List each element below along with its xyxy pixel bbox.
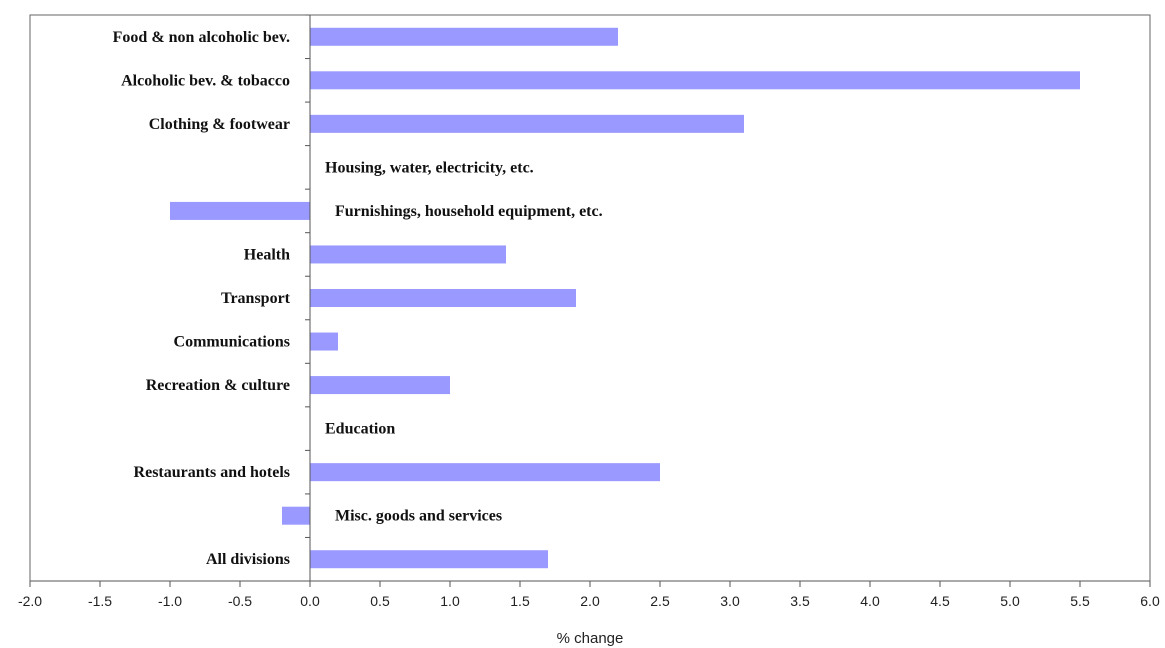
category-label: Furnishings, household equipment, etc.	[335, 203, 603, 220]
category-label: Food & non alcoholic bev.	[113, 29, 290, 46]
category-label: All divisions	[206, 551, 290, 568]
bar-4	[170, 201, 310, 220]
bar-10	[310, 463, 660, 482]
category-label: Health	[244, 246, 290, 263]
x-tick-label: -1.5	[88, 593, 112, 609]
x-tick-label: 5.0	[1000, 593, 1020, 609]
x-tick-label: 0.5	[370, 593, 390, 609]
x-tick-label: 0.0	[300, 593, 320, 609]
category-label: Transport	[221, 290, 291, 307]
category-label: Restaurants and hotels	[134, 464, 290, 481]
bars-group	[170, 27, 1080, 569]
tick-labels: -2.0 -1.5 -1.0 -0.5 0.0 0.5 1.0 1.5 2.0 2.5 3.0 3.5…	[18, 593, 1160, 609]
bar-12	[310, 550, 548, 569]
bar-0	[310, 27, 618, 46]
category-label: Misc. goods and services	[335, 508, 502, 525]
x-tick-label: 4.5	[930, 593, 950, 609]
x-axis-title: % change	[557, 630, 624, 647]
axes-group	[29, 14, 1151, 587]
x-tick-label: 1.0	[440, 593, 460, 609]
category-label: Education	[325, 421, 395, 438]
x-tick-label: 1.5	[510, 593, 530, 609]
x-tick-label: -2.0	[18, 593, 42, 609]
x-tick-label: 4.0	[860, 593, 880, 609]
x-tick-label: 5.5	[1070, 593, 1090, 609]
bar-5	[310, 245, 506, 264]
category-label: Alcoholic bev. & tobacco	[121, 72, 290, 89]
bar-6	[310, 289, 576, 307]
bar-1	[310, 71, 1080, 90]
plot-area	[29, 14, 1151, 582]
x-tick-label: 2.5	[650, 593, 670, 609]
category-label: Clothing & footwear	[149, 116, 290, 133]
x-tick-label: 3.5	[790, 593, 810, 609]
x-tick-label: 2.0	[580, 593, 600, 609]
bar-11	[282, 506, 310, 525]
category-label: Recreation & culture	[146, 377, 290, 394]
category-label: Housing, water, electricity, etc.	[325, 159, 534, 176]
category-label: Communications	[174, 334, 290, 351]
category-labels: Food & non alcoholic bev. Alcoholic bev. …	[113, 29, 603, 568]
plot-frame	[29, 14, 1151, 582]
x-tick-label: 6.0	[1140, 593, 1160, 609]
bar-7	[310, 332, 338, 351]
bar-2	[310, 114, 744, 133]
x-tick-label: -1.0	[158, 593, 182, 609]
x-tick-label: -0.5	[228, 593, 252, 609]
bar-8	[310, 376, 450, 395]
x-tick-label: 3.0	[720, 593, 740, 609]
